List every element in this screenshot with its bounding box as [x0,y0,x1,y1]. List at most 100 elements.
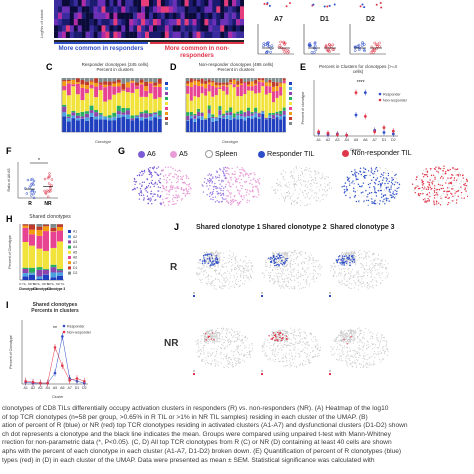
bar-segment [85,120,89,132]
bar-segment [254,83,258,86]
umap-point [358,258,360,260]
umap-point [306,279,308,282]
umap-point [437,171,440,173]
umap-point [319,200,321,202]
umap-point [213,266,215,268]
umap-point [327,183,329,185]
umap-point [362,167,365,169]
umap-point [226,353,228,355]
umap-point [290,327,292,329]
bar-segment [22,224,29,226]
umap-point [302,185,304,187]
umap-point [380,173,383,175]
umap-point [433,194,436,197]
umap-point [385,186,388,189]
umap-point [368,192,371,194]
umap-point [286,346,288,348]
umap-point [386,178,389,180]
umap-point [218,364,220,367]
umap-point [297,177,299,179]
data-point [382,131,386,134]
panel-d-subtitle: Percent in clusters [217,67,255,72]
bar-segment [254,113,258,118]
heatmap-cell [216,31,221,38]
umap-point [433,197,436,199]
umap-point [309,189,311,191]
umap-point [436,166,439,168]
umap-point [274,256,276,258]
umap-point [163,188,165,190]
heatmap-cell [97,0,102,7]
umap-point [284,200,286,202]
bar-segment [148,120,153,132]
umap-point [343,192,346,194]
umap-point [249,352,251,354]
umap-point [184,182,186,185]
umap-point [143,199,145,201]
umap-point [287,344,289,346]
umap-point [346,337,348,339]
bar-segment [148,116,153,121]
umap-point [312,356,315,358]
umap-point [205,336,207,338]
umap-point [433,180,435,182]
bar-segment [144,90,149,97]
umap-point [284,257,286,259]
umap-point [311,190,313,192]
umap-point [240,195,243,197]
umap-point [289,357,291,359]
umap-point [372,348,374,350]
umap-point [216,338,218,340]
umap-point [224,335,227,337]
umap-point [250,269,252,271]
bar-segment [62,106,67,113]
umap-point [378,359,381,361]
umap-point [217,345,219,347]
umap-point [289,366,291,368]
umap-point [246,263,248,265]
umap-point [207,276,209,278]
umap-point [364,358,366,361]
umap-point [355,367,358,369]
bar-segment [29,229,35,235]
heatmap-cell [81,31,86,38]
umap-highlight-point [341,260,344,262]
heatmap-cell [54,31,59,38]
umap-point [237,352,240,354]
umap-point [366,282,368,284]
umap-point [216,335,218,337]
umap-point [460,191,463,194]
umap-point [355,255,357,258]
umap-point [209,329,212,331]
umap-point [220,362,222,364]
bar-segment [148,93,153,114]
umap-point [377,183,379,186]
umap-point [291,202,293,204]
umap-point [204,177,206,180]
umap-point [166,193,168,195]
umap-point [450,192,452,195]
umap-point [436,194,439,196]
umap-point [308,170,310,172]
umap-point [362,170,364,172]
umap-point [304,205,306,207]
bar-segment [264,119,268,132]
umap-highlight-point [352,257,354,259]
umap-point [238,192,240,194]
heatmap-cell [54,12,59,20]
heatmap-cell [216,19,221,26]
data-point [29,178,33,181]
umap-point [256,196,258,198]
bar-segment [268,114,272,116]
heatmap-cell [97,12,102,20]
umap-point [222,342,224,344]
heatmap-cell [156,19,162,26]
umap-point [440,183,442,186]
umap-point [314,171,316,173]
umap-point [458,187,460,189]
umap-point [189,192,191,195]
umap-highlight-point [278,264,280,266]
umap-point [347,178,349,180]
panel-g-legend-a6: A6 [138,149,156,158]
umap-point [212,352,214,354]
